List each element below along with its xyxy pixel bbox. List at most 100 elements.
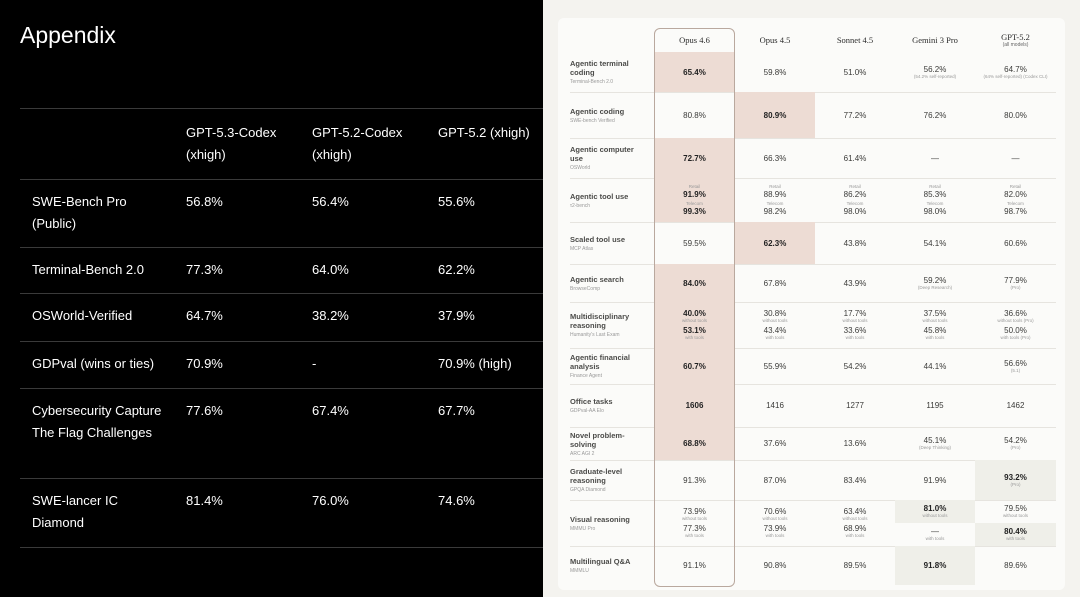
score-cell: 79.5% without tools 80.4% with tools <box>975 500 1056 546</box>
table-row: Multidisciplinary reasoning Humanity's La… <box>570 302 1056 349</box>
score-item: 87.0% <box>735 475 815 486</box>
benchmark-name: MCP Atlas <box>570 245 594 252</box>
score-item: 68.9% with tools <box>815 523 895 540</box>
score-value: 91.1% <box>683 561 706 570</box>
row-label: Graduate-level reasoning GPQA Diamond <box>570 460 654 500</box>
score-value: 1606 <box>685 401 704 410</box>
table-row: Multilingual Q&A MMMLU 91.1% 90.8% 89.5% 91.8… <box>570 546 1056 585</box>
score-value: 98.7% <box>1004 207 1027 216</box>
score-value: 85.3% <box>923 190 947 199</box>
score-value: 68.8% <box>683 439 706 448</box>
score-item: Retail 88.9% <box>735 183 815 200</box>
score-item: 61.4% <box>815 153 895 164</box>
score-cell: 43.9% <box>815 264 895 302</box>
score-value: 80.9% <box>763 110 787 120</box>
score-item: 64.7% (64% self-reported) (Codex CLI) <box>975 64 1056 81</box>
table-cell: 37.9% <box>438 308 475 323</box>
row-label: Terminal-Bench 2.0 <box>32 262 144 277</box>
score-value: 83.4% <box>843 475 867 485</box>
score-note: without tools <box>1002 513 1028 518</box>
category-name: Agentic tool use <box>570 191 629 201</box>
score-value: 33.6% <box>843 326 867 335</box>
score-item: 66.3% <box>735 153 815 164</box>
benchmark-name: Terminal-Bench 2.0 <box>570 79 614 85</box>
score-note: (Pro) <box>1010 481 1021 487</box>
score-item: 33.6% with tools <box>815 325 895 342</box>
table-cell: 67.4% <box>312 403 349 418</box>
score-item: 50.0% with tools (Pro) <box>975 325 1056 342</box>
score-cell: Retail 85.3% Telecom 98.0% <box>895 178 975 222</box>
column-header: GPT-5.2 (xhigh) <box>438 125 530 140</box>
score-cell: 37.6% <box>735 427 815 460</box>
category-name: Agentic coding <box>570 106 625 116</box>
score-value: — <box>931 153 939 163</box>
score-item: Telecom 98.2% <box>735 200 815 217</box>
score-cell: 43.8% <box>815 222 895 264</box>
score-cell: 90.8% <box>735 546 815 585</box>
score-item: 72.7% <box>654 153 735 164</box>
score-note: (54.2% self-reported) <box>913 73 957 79</box>
score-item: 60.6% <box>975 238 1056 249</box>
score-note: with tools <box>845 335 865 340</box>
left-panel: Appendix GPT-5.3-Codex (xhigh) GPT-5.2-Co… <box>0 0 543 597</box>
score-cell: 60.7% <box>654 348 735 384</box>
table-row: OSWorld-Verified 64.7% 38.2% 37.9% <box>20 293 543 341</box>
score-item: 77.9% (Pro) <box>975 275 1056 292</box>
score-value: 73.9% <box>683 507 706 516</box>
score-item: — <box>975 153 1056 164</box>
score-value: 50.0% <box>1004 326 1027 335</box>
score-value: 45.8% <box>923 326 947 335</box>
score-note: with tools <box>925 335 945 340</box>
row-label: Multilingual Q&A MMMLU <box>570 546 654 585</box>
page-title: Appendix <box>20 22 116 48</box>
score-item: 73.9% without tools <box>654 506 735 523</box>
score-cell: Retail 86.2% Telecom 98.0% <box>815 178 895 222</box>
score-value: 53.1% <box>683 326 706 335</box>
score-cell: 59.8% <box>735 52 815 92</box>
score-value: 54.1% <box>923 238 947 248</box>
score-note: with tools <box>765 335 785 340</box>
score-label: Retail <box>688 184 701 189</box>
score-value: 45.1% <box>923 436 947 445</box>
score-item: 73.9% with tools <box>735 523 815 540</box>
score-cell: Retail 88.9% Telecom 98.2% <box>735 178 815 222</box>
score-value: 51.0% <box>843 67 867 77</box>
score-cell: 93.2% (Pro) <box>975 460 1056 500</box>
score-item: 93.2% (Pro) <box>975 472 1056 489</box>
table-row: Agentic terminal coding Terminal-Bench 2.… <box>570 52 1056 93</box>
score-value: 55.9% <box>763 361 787 371</box>
score-item: 51.0% <box>815 67 895 78</box>
table-row: Agentic financial analysis Finance Agent 6… <box>570 348 1056 385</box>
category-name: Office tasks <box>570 397 613 406</box>
score-item: 30.8% without tools <box>735 308 815 325</box>
score-item: 68.8% <box>654 438 735 449</box>
score-note: (Deep Thinking) <box>919 445 951 450</box>
score-value: 70.6% <box>763 507 787 516</box>
table-row: Agentic search BrowseComp 84.0% 67.8% 43.9% 5… <box>570 264 1056 303</box>
score-value: 1277 <box>846 401 864 410</box>
score-item: 89.5% <box>815 560 895 571</box>
score-value: 43.9% <box>843 278 867 288</box>
score-item: Telecom 99.3% <box>654 200 735 217</box>
score-item: 65.4% <box>654 67 735 78</box>
score-value: 90.8% <box>763 561 787 570</box>
score-value: 88.9% <box>763 190 787 199</box>
score-item: — <box>895 153 975 164</box>
score-item: 80.0% <box>975 110 1056 121</box>
row-label: Scaled tool use MCP Atlas <box>570 222 654 264</box>
row-label: Office tasks GDPval-AA Elo <box>570 384 654 427</box>
score-cell: 87.0% <box>735 460 815 500</box>
score-value: 72.7% <box>683 153 706 163</box>
score-value: 98.0% <box>843 207 867 216</box>
score-value: — <box>931 527 939 536</box>
score-value: 43.8% <box>843 238 867 248</box>
score-cell: 45.1% (Deep Thinking) <box>895 427 975 460</box>
score-cell: 62.3% <box>735 222 815 264</box>
model-name: Opus 4.6 <box>679 35 710 45</box>
table-row: GDPval (wins or ties) 70.9% - 70.9% (high) <box>20 341 543 388</box>
score-value: 60.7% <box>683 361 706 371</box>
column-header: GPT-5.2-Codex (xhigh) <box>312 125 403 162</box>
score-cell: 55.9% <box>735 348 815 384</box>
score-note: without tools <box>681 318 707 323</box>
score-value: 44.1% <box>923 361 947 371</box>
